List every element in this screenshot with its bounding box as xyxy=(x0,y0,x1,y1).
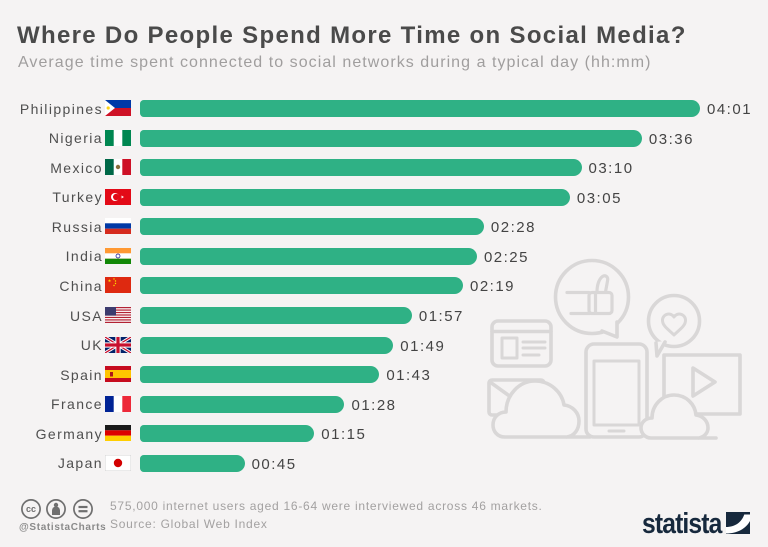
svg-text:cc: cc xyxy=(26,504,36,514)
